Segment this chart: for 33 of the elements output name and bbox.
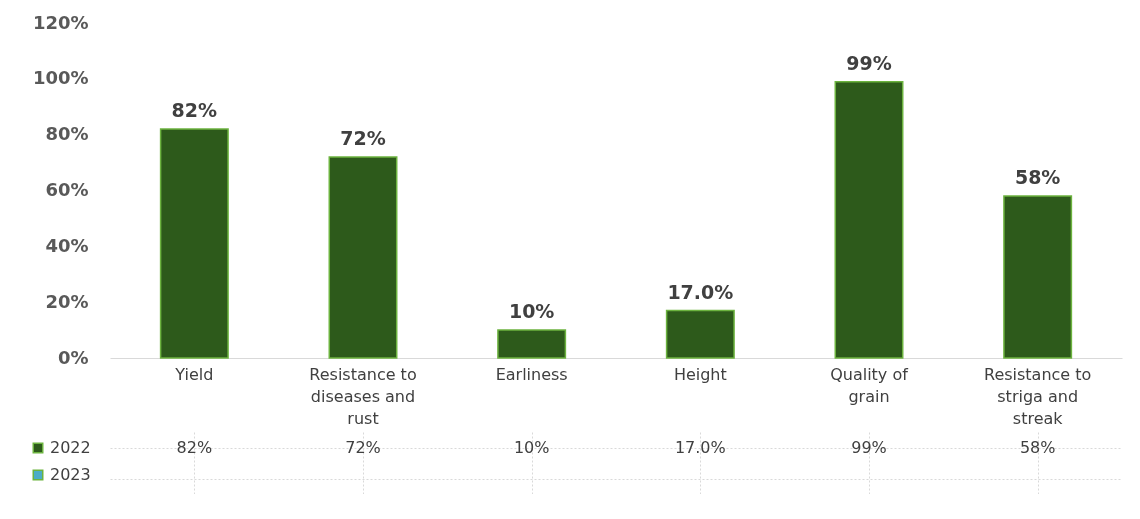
text: 82%	[171, 99, 218, 122]
data-label: 58%	[1019, 437, 1056, 457]
text: 10%	[508, 300, 555, 323]
y-tick-label: 100%	[32, 67, 89, 89]
bar	[665, 309, 735, 359]
bar	[834, 80, 904, 359]
bar	[328, 156, 398, 359]
text: 17.0%	[667, 280, 734, 303]
text: 58%	[1014, 166, 1061, 189]
x-tick-label: Quality of grain	[830, 364, 909, 406]
x-tick-label: Resistance to striga and streak	[983, 364, 1092, 428]
y-tick-label: 0%	[57, 346, 89, 368]
x-tick-label: Height	[673, 364, 727, 384]
y-tick-label: 20%	[45, 290, 89, 312]
x-tick-label: Resistance to diseases and rust	[309, 364, 417, 428]
legend-label: 2023	[50, 465, 91, 484]
data-label: 10%	[513, 437, 550, 457]
y-tick-label: 60%	[45, 179, 89, 200]
data-label: 99%	[851, 437, 887, 457]
text: 99%	[846, 51, 892, 74]
x-tick-label: Yield	[174, 364, 214, 384]
bar	[497, 329, 567, 359]
data-label: 72%	[345, 437, 381, 457]
text: 72%	[340, 127, 386, 149]
x-tick-label: Earliness	[495, 364, 568, 384]
y-tick-label: 120%	[32, 11, 89, 33]
bar	[159, 128, 229, 359]
bar	[1003, 195, 1073, 359]
data-label: 17.0%	[674, 437, 726, 457]
legend-label: 2022	[50, 438, 91, 457]
data-label: 82%	[176, 437, 213, 457]
y-tick-label: 80%	[45, 123, 89, 145]
y-tick-label: 40%	[45, 234, 89, 256]
